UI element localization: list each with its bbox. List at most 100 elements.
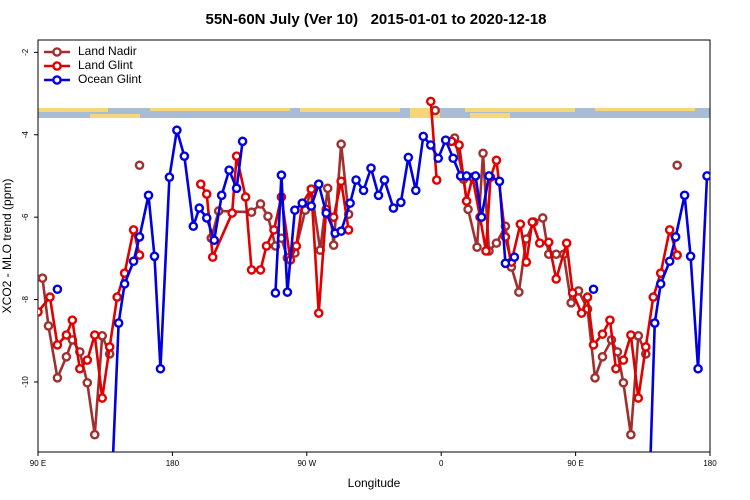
y-tick-label: -10 (21, 376, 30, 388)
data-point (89, 330, 100, 340)
data-point (172, 125, 182, 136)
data-point (269, 225, 279, 235)
data-point (618, 377, 629, 388)
data-point (82, 355, 93, 365)
data-point (588, 340, 599, 350)
data-point (685, 251, 696, 262)
data-point (425, 96, 436, 107)
data-point (618, 355, 629, 365)
data-point (119, 279, 130, 289)
data-point (134, 232, 145, 242)
data-point (282, 287, 293, 297)
data-point (291, 241, 302, 251)
data-point (588, 284, 599, 295)
data-point (597, 352, 608, 362)
data-point (109, 461, 116, 468)
data-point (43, 321, 54, 331)
data-point (693, 363, 703, 374)
data-point (611, 363, 621, 374)
data-point (322, 183, 333, 194)
data-point (255, 199, 266, 209)
data-point (276, 170, 287, 180)
data-point (306, 184, 317, 194)
data-point (494, 176, 505, 187)
legend-marker (52, 47, 62, 57)
data-point (52, 284, 63, 295)
data-point (263, 211, 273, 222)
data-point (664, 225, 675, 235)
legend-marker (52, 61, 62, 71)
data-point (388, 203, 399, 213)
data-point (448, 153, 458, 164)
data-point (537, 213, 548, 223)
data-point (551, 249, 561, 260)
data-point (128, 256, 139, 267)
data-point (164, 172, 175, 182)
y-tick-label: -6 (21, 213, 30, 221)
data-point (470, 171, 481, 181)
data-point (425, 140, 436, 150)
data-point (551, 274, 561, 284)
data-point (188, 221, 199, 232)
data-point (321, 208, 332, 218)
data-point (509, 252, 520, 262)
data-point (112, 292, 122, 302)
data-point (373, 190, 384, 201)
data-point (633, 393, 644, 403)
data-point (476, 212, 487, 222)
data-point (231, 183, 242, 194)
data-point (626, 429, 636, 440)
data-point (515, 219, 526, 229)
data-point (561, 238, 572, 248)
y-tick-label: -8 (21, 295, 30, 303)
data-point (97, 393, 108, 403)
x-tick-label: 0 (439, 459, 444, 468)
plot-frame (37, 39, 711, 453)
data-point (61, 352, 72, 362)
data-point (534, 238, 545, 248)
data-point (336, 226, 346, 236)
data-point (143, 190, 154, 201)
data-point (597, 329, 608, 339)
data-point (461, 196, 472, 206)
data-point (328, 212, 339, 222)
data-point (179, 151, 190, 161)
data-point (664, 256, 675, 267)
data-point (75, 363, 85, 374)
data-point (605, 315, 615, 325)
data-point (104, 342, 115, 352)
y-tick-label: -2 (21, 48, 30, 56)
data-point (336, 139, 346, 150)
data-point (38, 307, 43, 317)
data-point (209, 235, 220, 246)
data-point (672, 160, 682, 171)
legend-text: Ocean Glint (78, 72, 142, 86)
data-point (655, 279, 666, 289)
data-point (237, 136, 248, 147)
x-tick-label: 180 (703, 459, 717, 468)
data-point (246, 207, 257, 218)
data-point (433, 153, 444, 164)
series-line (38, 101, 679, 400)
data-point (224, 165, 234, 175)
x-tick-label: 90 E (30, 459, 46, 468)
data-point (679, 190, 690, 201)
data-point (201, 189, 212, 199)
data-point (336, 176, 346, 187)
data-point (431, 175, 442, 185)
data-point (351, 175, 361, 185)
data-point (521, 257, 532, 267)
y-axis-label: XCO2 - MLO trend (ppm) (0, 179, 14, 314)
data-point (67, 315, 78, 325)
data-point (149, 251, 160, 262)
legend-marker (52, 75, 62, 85)
data-point (207, 252, 218, 262)
y-tick-label: -4 (21, 131, 30, 139)
data-point (702, 171, 710, 181)
data-point (454, 140, 464, 150)
data-point (566, 298, 576, 308)
data-point (61, 330, 72, 340)
data-point (38, 273, 48, 283)
data-point (358, 185, 369, 196)
